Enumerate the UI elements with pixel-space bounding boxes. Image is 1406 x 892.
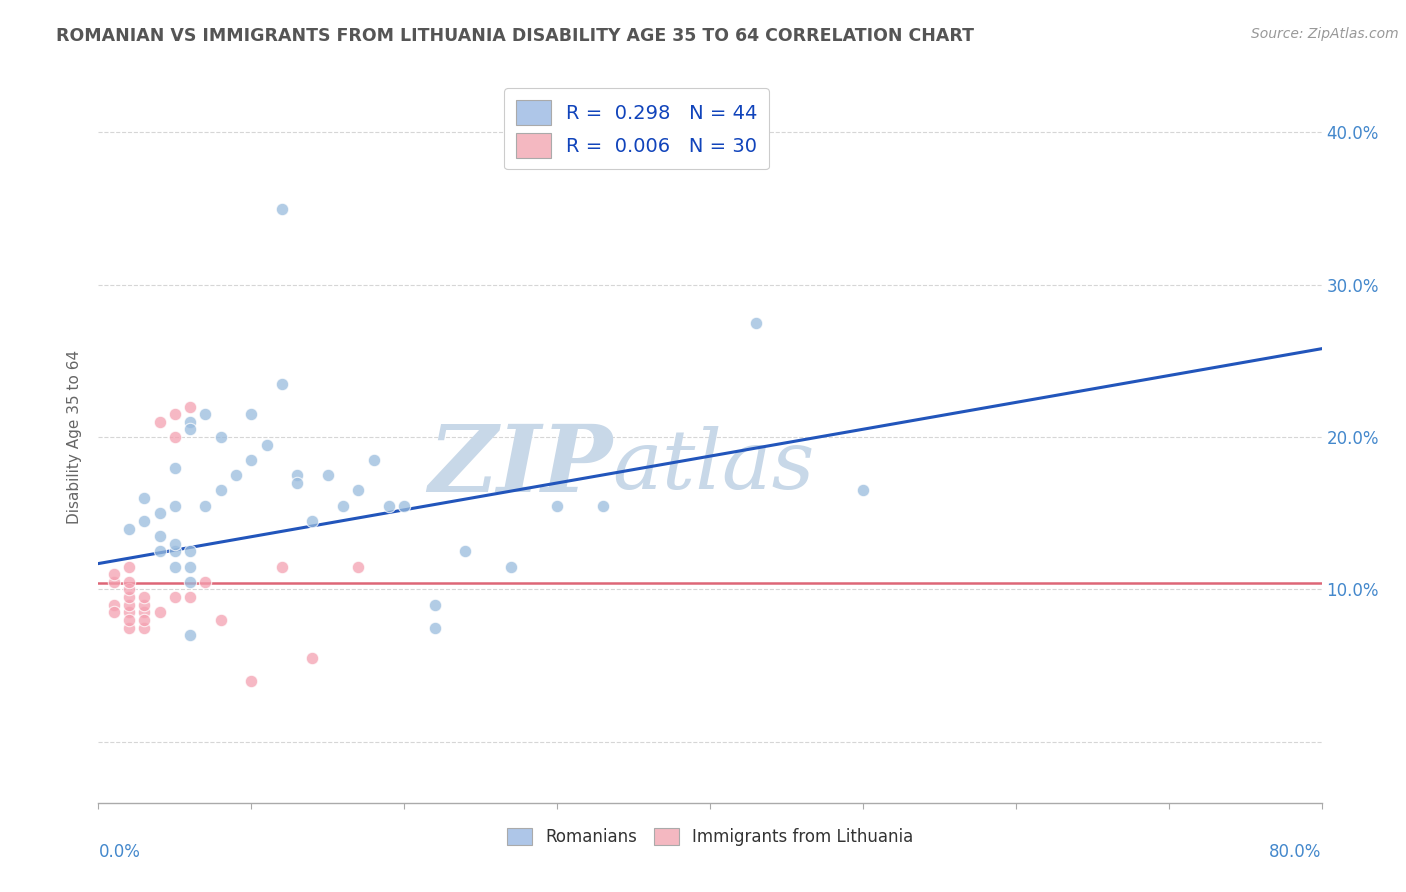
Point: [179, 400, 201, 414]
Point: [194, 574, 217, 589]
Point: [301, 651, 323, 665]
Point: [134, 514, 156, 528]
Point: [163, 407, 186, 421]
Point: [163, 430, 186, 444]
Point: [240, 407, 263, 421]
Point: [134, 605, 156, 619]
Point: [118, 598, 141, 612]
Point: [852, 483, 875, 498]
Point: [209, 430, 232, 444]
Point: [118, 521, 141, 535]
Text: Source: ZipAtlas.com: Source: ZipAtlas.com: [1251, 27, 1399, 41]
Point: [163, 544, 186, 558]
Point: [134, 491, 156, 505]
Point: [270, 376, 292, 391]
Point: [163, 537, 186, 551]
Point: [163, 559, 186, 574]
Text: 80.0%: 80.0%: [1270, 843, 1322, 861]
Point: [134, 598, 156, 612]
Point: [179, 574, 201, 589]
Point: [103, 605, 125, 619]
Point: [179, 422, 201, 436]
Point: [392, 499, 416, 513]
Point: [118, 559, 141, 574]
Point: [301, 514, 323, 528]
Point: [240, 453, 263, 467]
Point: [118, 621, 141, 635]
Point: [179, 544, 201, 558]
Point: [149, 415, 172, 429]
Point: [134, 590, 156, 604]
Point: [149, 605, 172, 619]
Point: [256, 438, 278, 452]
Y-axis label: Disability Age 35 to 64: Disability Age 35 to 64: [67, 350, 83, 524]
Point: [285, 468, 308, 483]
Point: [103, 567, 125, 582]
Point: [179, 628, 201, 642]
Text: atlas: atlas: [612, 426, 814, 507]
Point: [501, 559, 523, 574]
Point: [546, 499, 568, 513]
Point: [103, 598, 125, 612]
Point: [179, 559, 201, 574]
Point: [163, 499, 186, 513]
Point: [347, 483, 370, 498]
Point: [316, 468, 339, 483]
Point: [118, 582, 141, 597]
Point: [118, 605, 141, 619]
Point: [270, 202, 292, 216]
Point: [209, 613, 232, 627]
Point: [423, 598, 446, 612]
Point: [209, 483, 232, 498]
Point: [270, 559, 292, 574]
Point: [332, 499, 354, 513]
Point: [423, 621, 446, 635]
Point: [240, 673, 263, 688]
Point: [118, 574, 141, 589]
Point: [179, 415, 201, 429]
Point: [118, 613, 141, 627]
Point: [194, 407, 217, 421]
Legend: Romanians, Immigrants from Lithuania: Romanians, Immigrants from Lithuania: [501, 822, 920, 853]
Point: [134, 613, 156, 627]
Point: [454, 544, 477, 558]
Text: 0.0%: 0.0%: [98, 843, 141, 861]
Point: [163, 590, 186, 604]
Point: [194, 499, 217, 513]
Point: [745, 316, 768, 330]
Point: [103, 574, 125, 589]
Point: [118, 590, 141, 604]
Point: [378, 499, 401, 513]
Point: [225, 468, 247, 483]
Point: [163, 460, 186, 475]
Point: [179, 590, 201, 604]
Point: [592, 499, 614, 513]
Point: [285, 475, 308, 490]
Point: [149, 529, 172, 543]
Point: [363, 453, 385, 467]
Point: [149, 506, 172, 520]
Point: [347, 559, 370, 574]
Point: [149, 544, 172, 558]
Text: ZIP: ZIP: [427, 421, 612, 511]
Text: ROMANIAN VS IMMIGRANTS FROM LITHUANIA DISABILITY AGE 35 TO 64 CORRELATION CHART: ROMANIAN VS IMMIGRANTS FROM LITHUANIA DI…: [56, 27, 974, 45]
Point: [134, 621, 156, 635]
